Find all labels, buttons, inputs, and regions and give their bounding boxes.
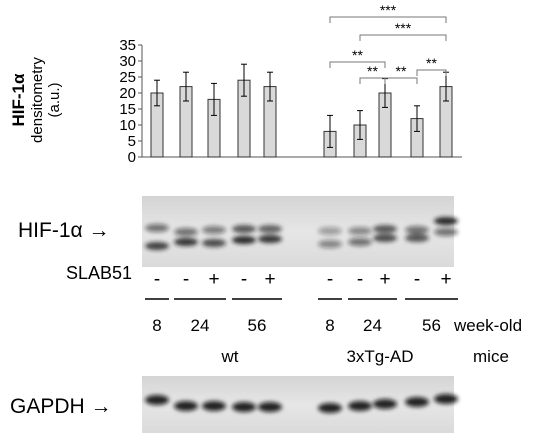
significance-label: ** bbox=[367, 63, 378, 79]
significance-label: *** bbox=[395, 20, 412, 36]
y-tick-label: 15 bbox=[119, 101, 136, 118]
bars bbox=[150, 63, 453, 158]
error-bar bbox=[211, 82, 217, 116]
age-label: 24 bbox=[363, 316, 382, 335]
significance-label: ** bbox=[396, 63, 407, 79]
y-tick-label: 10 bbox=[119, 117, 136, 134]
mice-label: mice bbox=[473, 347, 509, 366]
error-bar bbox=[357, 110, 363, 140]
treatment-sign: - bbox=[183, 269, 189, 290]
treatment-sign: - bbox=[414, 269, 420, 290]
treatment-sign: + bbox=[264, 269, 275, 290]
hif-blot bbox=[142, 196, 458, 267]
error-bar bbox=[183, 71, 189, 102]
error-bar bbox=[241, 63, 247, 97]
significance-label: ** bbox=[352, 47, 363, 63]
significance-bracket: *** bbox=[329, 2, 447, 23]
significance-bracket: ** bbox=[329, 47, 386, 68]
y-tick-label: 30 bbox=[119, 53, 136, 70]
age-label: 8 bbox=[325, 316, 334, 335]
gapdh-blot bbox=[142, 376, 458, 433]
y-tick-label: 20 bbox=[119, 85, 136, 102]
significance-bracket: ** bbox=[384, 63, 418, 84]
y-axis-subtitle-2: (a.u.) bbox=[46, 82, 63, 117]
significance-brackets: ********** ** ** bbox=[329, 2, 447, 84]
hif-blot-label: HIF-1α → bbox=[18, 219, 109, 242]
significance-bracket: *** bbox=[359, 20, 447, 41]
age-labels: 8 24 56 8 24 56 bbox=[145, 298, 458, 335]
gapdh-blot-label: GAPDH → bbox=[10, 395, 112, 418]
week-old-label: week-old bbox=[453, 316, 522, 335]
treatment-signs: - - + - + - - + - + bbox=[154, 269, 452, 290]
treatment-sign: - bbox=[327, 269, 333, 290]
group-label-wt: wt bbox=[221, 347, 239, 366]
y-tick-label: 25 bbox=[119, 69, 136, 86]
significance-bracket: ** bbox=[416, 55, 447, 76]
error-bar bbox=[154, 79, 160, 107]
y-tick-label: 5 bbox=[128, 133, 136, 150]
error-bar bbox=[327, 114, 333, 148]
treatment-sign: - bbox=[241, 269, 247, 290]
error-bar bbox=[267, 71, 273, 102]
error-bar bbox=[414, 105, 420, 132]
age-label: 56 bbox=[248, 316, 267, 335]
significance-bracket: ** bbox=[359, 63, 386, 84]
treatment-sign: - bbox=[357, 269, 363, 290]
treatment-sign: + bbox=[379, 269, 390, 290]
y-axis-subtitle-1: densitometry bbox=[29, 57, 46, 143]
group-label-3xtg: 3xTg-AD bbox=[346, 347, 413, 366]
significance-label: ** bbox=[426, 55, 437, 71]
age-label: 24 bbox=[191, 316, 210, 335]
treatment-sign: + bbox=[208, 269, 219, 290]
age-label: 8 bbox=[152, 316, 161, 335]
age-label: 56 bbox=[422, 316, 441, 335]
y-tick-label: 0 bbox=[128, 149, 136, 166]
treatment-sign: - bbox=[154, 269, 160, 290]
y-axis-title: HIF-1α bbox=[9, 73, 28, 127]
slab51-label: SLAB51 bbox=[66, 263, 132, 283]
y-tick-label: 35 bbox=[119, 37, 136, 54]
significance-label: *** bbox=[380, 2, 397, 18]
treatment-sign: + bbox=[440, 269, 451, 290]
